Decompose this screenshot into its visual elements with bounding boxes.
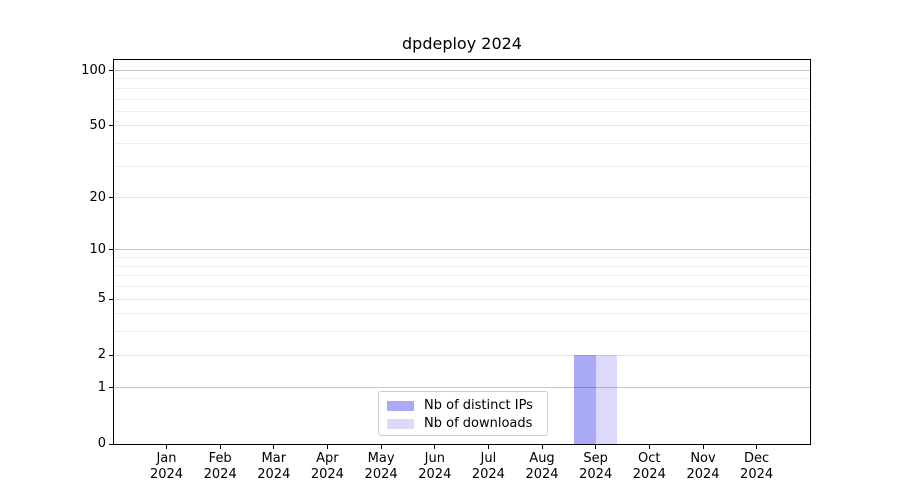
x-tick-label-feb: Feb 2024 xyxy=(188,451,252,483)
x-tick-label-sep: Sep 2024 xyxy=(564,451,628,483)
x-tick-mark xyxy=(702,445,704,449)
x-tick-year: 2024 xyxy=(257,467,291,482)
x-tick-label-apr: Apr 2024 xyxy=(295,451,359,483)
x-tick-month: Aug xyxy=(529,451,555,466)
x-tick-year: 2024 xyxy=(203,467,237,482)
gridline-minor xyxy=(114,98,810,100)
x-tick-year: 2024 xyxy=(310,467,344,482)
bar-nb-of-distinct-ips xyxy=(574,355,596,444)
x-tick-month: May xyxy=(367,451,395,466)
x-tick-mark xyxy=(434,445,436,449)
x-tick-mark xyxy=(166,445,167,449)
y-tick-mark xyxy=(109,197,113,199)
gridline-minor xyxy=(114,165,810,167)
gridline-minor xyxy=(114,265,810,267)
gridline-decade xyxy=(114,387,810,389)
gridline-minor xyxy=(114,257,810,259)
bar-nb-of-downloads xyxy=(595,355,618,444)
x-tick-mark xyxy=(326,445,328,449)
x-tick-year: 2024 xyxy=(632,467,666,482)
legend-swatch-nb-of-downloads xyxy=(387,419,414,429)
gridline-minor xyxy=(114,313,810,315)
y-tick-label: 10 xyxy=(89,241,106,257)
gridline-minor xyxy=(114,143,810,144)
y-tick-mark xyxy=(109,354,113,356)
y-tick-mark xyxy=(109,70,113,71)
x-tick-year: 2024 xyxy=(579,467,613,482)
legend-label: Nb of downloads xyxy=(424,416,533,431)
x-tick-month: Dec xyxy=(744,451,770,466)
legend-item-nb-of-distinct-ips: Nb of distinct IPs xyxy=(387,397,547,415)
x-tick-year: 2024 xyxy=(740,467,774,482)
y-tick-label: 20 xyxy=(89,189,106,205)
x-tick-mark xyxy=(756,445,758,449)
gridline-major xyxy=(114,125,810,127)
x-tick-year: 2024 xyxy=(686,467,720,482)
y-tick-mark xyxy=(109,443,113,445)
legend-label: Nb of distinct IPs xyxy=(424,398,533,413)
x-tick-month: Feb xyxy=(208,451,232,466)
x-tick-month: Nov xyxy=(690,451,716,466)
y-tick-mark xyxy=(109,125,113,127)
x-tick-label-aug: Aug 2024 xyxy=(510,451,574,483)
x-tick-month: Mar xyxy=(261,451,287,466)
plot-area xyxy=(113,59,811,445)
y-tick-label: 1 xyxy=(97,379,106,395)
gridline-decade xyxy=(114,70,810,71)
x-tick-mark xyxy=(273,445,275,449)
x-tick-year: 2024 xyxy=(471,467,505,482)
gridline-minor xyxy=(114,331,810,333)
y-tick-label: 0 xyxy=(97,436,106,451)
x-tick-label-oct: Oct 2024 xyxy=(617,451,681,483)
x-tick-year: 2024 xyxy=(418,467,452,482)
x-tick-month: Jul xyxy=(480,451,497,466)
gridline-minor xyxy=(114,78,810,80)
x-tick-mark xyxy=(219,445,221,449)
x-tick-label-dec: Dec 2024 xyxy=(725,451,789,483)
x-tick-mark xyxy=(595,445,597,449)
y-tick-mark xyxy=(109,249,113,251)
y-tick-label: 50 xyxy=(89,117,106,133)
y-tick-label: 5 xyxy=(97,291,106,306)
x-tick-mark xyxy=(487,445,489,449)
gridline-minor xyxy=(114,110,810,112)
chart-title: dpdeploy 2024 xyxy=(402,34,522,53)
x-tick-month: Oct xyxy=(638,451,661,466)
y-tick-label: 2 xyxy=(97,347,106,363)
gridline-major xyxy=(114,197,810,199)
y-tick-label: 100 xyxy=(81,62,106,78)
gridline-major xyxy=(114,298,810,300)
x-tick-label-may: May 2024 xyxy=(349,451,413,483)
x-tick-label-nov: Nov 2024 xyxy=(671,451,735,483)
x-tick-year: 2024 xyxy=(525,467,559,482)
gridline-decade xyxy=(114,249,810,251)
gridline-minor xyxy=(114,275,810,277)
gridline-minor xyxy=(114,87,810,89)
x-tick-month: Sep xyxy=(583,451,608,466)
x-tick-month: Apr xyxy=(316,451,339,466)
legend: Nb of distinct IPs Nb of downloads xyxy=(378,391,548,436)
x-tick-mark xyxy=(380,445,382,449)
x-tick-label-mar: Mar 2024 xyxy=(242,451,306,483)
legend-item-nb-of-downloads: Nb of downloads xyxy=(387,415,547,433)
x-tick-year: 2024 xyxy=(364,467,398,482)
x-tick-mark xyxy=(541,445,543,449)
y-tick-mark xyxy=(109,387,113,389)
gridline-major xyxy=(114,354,810,356)
gridline-minor xyxy=(114,286,810,287)
x-tick-label-jul: Jul 2024 xyxy=(456,451,520,483)
x-tick-month: Jun xyxy=(424,451,445,466)
legend-swatch-nb-of-distinct-ips xyxy=(387,401,414,411)
x-tick-label-jan: Jan 2024 xyxy=(135,451,199,483)
x-tick-month: Jan xyxy=(156,451,177,466)
x-tick-year: 2024 xyxy=(149,467,184,482)
x-tick-label-jun: Jun 2024 xyxy=(403,451,467,483)
y-tick-mark xyxy=(109,298,113,300)
x-tick-mark xyxy=(648,445,650,449)
